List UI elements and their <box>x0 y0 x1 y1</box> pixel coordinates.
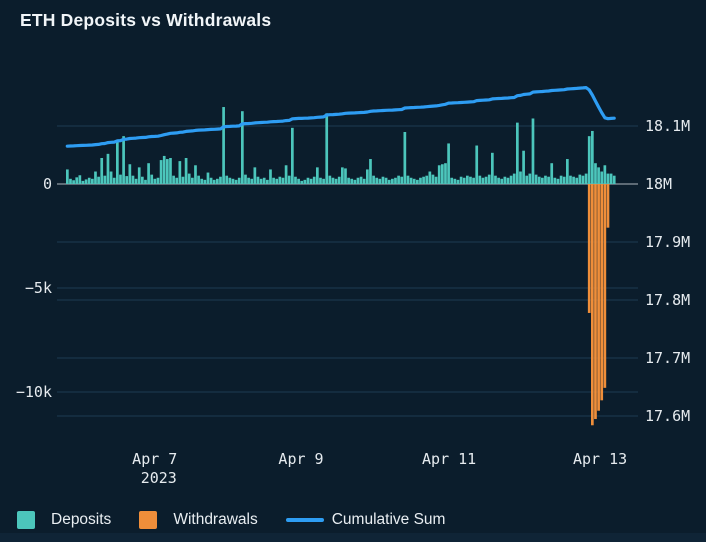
withdrawals-swatch-icon <box>139 511 158 529</box>
svg-text:17.7M: 17.7M <box>645 349 690 367</box>
legend-item-cumulative-sum[interactable]: Cumulative Sum <box>285 511 446 529</box>
legend-label-deposits: Deposits <box>51 511 112 528</box>
svg-text:Apr 9: Apr 9 <box>278 450 323 468</box>
deposits-swatch-icon <box>17 511 35 529</box>
cumulative-sum-line <box>65 86 616 148</box>
chart-title: ETH Deposits vs Withdrawals <box>20 10 272 30</box>
svg-text:18M: 18M <box>645 175 672 193</box>
withdrawals-bars[interactable] <box>587 184 610 426</box>
svg-text:Apr 11: Apr 11 <box>422 450 476 468</box>
legend-item-deposits[interactable]: Deposits <box>17 511 111 529</box>
svg-text:−5k: −5k <box>25 279 52 297</box>
legend-label-withdrawals: Withdrawals <box>173 511 258 528</box>
chart-canvas: 0 −5k −10k 18.1M 18M 17.9M 17.8M 17.7M 17.6M Ap… <box>16 86 690 487</box>
svg-text:Apr 13: Apr 13 <box>573 450 627 468</box>
svg-text:0: 0 <box>43 175 52 193</box>
svg-text:18.1M: 18.1M <box>645 117 690 135</box>
legend: Deposits Withdrawals Cumulative Sum <box>17 509 473 531</box>
svg-text:17.9M: 17.9M <box>645 233 690 251</box>
svg-text:−10k: −10k <box>16 383 52 401</box>
deposits-bars[interactable] <box>66 107 616 184</box>
svg-text:17.8M: 17.8M <box>645 291 690 309</box>
legend-label-cumulative-sum: Cumulative Sum <box>331 511 446 528</box>
cumulative-line-swatch-icon <box>285 518 324 522</box>
right-axis-labels: 18.1M 18M 17.9M 17.8M 17.7M 17.6M <box>645 117 690 425</box>
footer-strip <box>0 533 706 542</box>
svg-text:2023: 2023 <box>141 469 177 487</box>
svg-text:17.6M: 17.6M <box>645 407 690 425</box>
gridlines <box>57 125 638 417</box>
left-axis-labels: 0 −5k −10k <box>16 175 52 401</box>
svg-text:Apr 7: Apr 7 <box>132 450 177 468</box>
legend-item-withdrawals[interactable]: Withdrawals <box>139 511 258 529</box>
